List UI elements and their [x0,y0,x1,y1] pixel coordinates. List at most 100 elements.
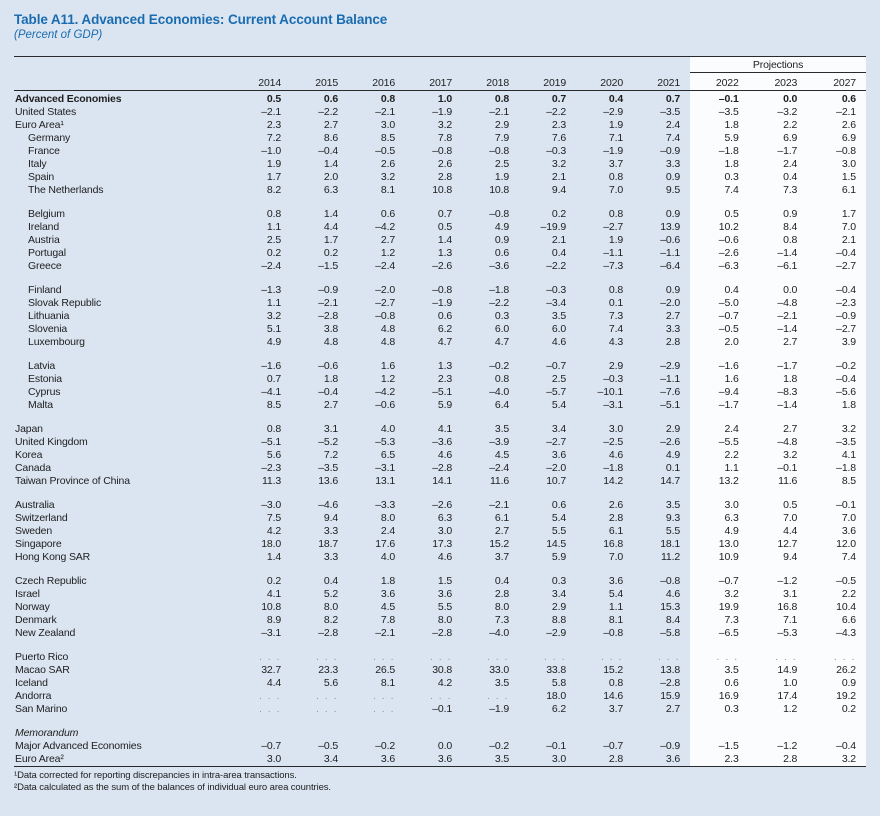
table-row: Italy 1.9 1.4 2.6 2.6 2.5 3.2 3.7 3.3 1.8 2.4 3.0 [14,158,866,171]
cell [576,727,633,740]
cell: –2.3 [807,297,866,310]
cell: 1.6 [690,373,749,386]
row-label: Latvia [28,360,56,372]
cell: 0.7 [266,373,282,385]
cell: 14.7 [660,475,681,487]
cell: –2.2 [546,260,567,272]
row-label: Andorra [15,690,52,702]
cell: –0.8 [660,575,681,587]
cell: 4.5 [494,449,510,461]
row-label: Macao SAR [15,664,70,676]
cell: 2.2 [748,119,808,132]
cell: 2.3 [690,753,749,767]
table-row: San Marino . . . . . . . . . –0.1 –1.9 6.2 3.7 2… [14,703,866,716]
cell: –5.0 [690,297,749,310]
cell: 1.9 [608,119,624,131]
cell: –1.7 [748,360,808,373]
cell: 33.8 [546,664,567,676]
cell: 1.2 [380,247,396,259]
cell: 6.3 [690,512,749,525]
cell: 6.3 [437,512,453,524]
cell: –2.2 [489,297,510,309]
row-label: Austria [28,234,60,246]
cell: –0.9 [660,740,681,752]
cell: 2.5 [494,158,510,170]
cell: 3.5 [551,310,567,322]
cell: 7.0 [807,512,866,525]
cell: –4.0 [489,386,510,398]
cell: 2.5 [551,373,567,385]
cell: 2.1 [807,234,866,247]
cell: 7.2 [323,449,339,461]
cell: –2.2 [546,106,567,118]
cell: –0.1 [690,90,749,106]
cell: 0.8 [494,93,510,105]
cell: 4.4 [323,221,339,233]
cell: –4.2 [375,386,396,398]
table-row: Japan 0.8 3.1 4.0 4.1 3.5 3.4 3.0 2.9 2.4 2.7 3.2 [14,423,866,436]
cell: 18.0 [546,690,567,702]
cell: 4.0 [380,551,396,563]
cell: 8.5 [380,132,396,144]
cell: 2.4 [748,158,808,171]
row-label: Singapore [15,538,62,550]
cell: –5.1 [432,386,453,398]
row-label: New Zealand [15,627,76,639]
row-label: Israel [15,588,40,600]
cell: 3.4 [551,588,567,600]
table-row: Advanced Economies 0.5 0.6 0.8 1.0 0.8 0.7 0.4 0… [14,90,866,106]
cell: 3.0 [690,499,749,512]
cell: –0.2 [489,360,510,372]
cell: 7.3 [608,310,624,322]
cell: –1.8 [690,145,749,158]
table-row: Taiwan Province of China 11.3 13.6 13.1 14.1… [14,475,866,488]
group-spacer-row [14,640,866,651]
cell: 2.7 [323,399,339,411]
cell: 0.3 [494,310,510,322]
cell: –3.9 [489,436,510,448]
cell: 0.5 [690,208,749,221]
cell: 0.6 [551,499,567,511]
cell: –3.1 [375,462,396,474]
header-spacer [14,72,235,91]
cell: 3.0 [234,753,292,767]
cell: 5.9 [437,399,453,411]
cell: 6.9 [807,132,866,145]
cell: 3.2 [266,310,282,322]
cell: 18.7 [318,538,339,550]
spacer-cell [690,640,866,651]
cell: 7.6 [551,132,567,144]
cell: 0.2 [266,575,282,587]
cell: 8.2 [323,614,339,626]
cell: 1.5 [807,171,866,184]
cell: –6.1 [748,260,808,273]
cell: 10.4 [807,601,866,614]
spacer-cell [14,640,234,651]
cell: 9.4 [323,512,339,524]
cell: 0.9 [665,171,681,183]
cell: 13.9 [660,221,681,233]
cell: 19.2 [807,690,866,703]
cell: –4.8 [748,436,808,449]
cell: –0.1 [432,703,453,715]
cell: 4.1 [807,449,866,462]
table-row: Finland –1.3 –0.9 –2.0 –0.8 –1.8 –0.3 0.8 0.9 0.4… [14,284,866,297]
spacer-cell [14,412,234,423]
cell: 4.0 [380,423,396,435]
row-label: Malta [28,399,53,411]
cell: 0.8 [608,171,624,183]
table-row: Denmark 8.9 8.2 7.8 8.0 7.3 8.8 8.1 8.4 7.3 7.1 6.6 [14,614,866,627]
column-header: 2023 [748,72,808,91]
cell: 3.1 [323,423,339,435]
cell: 1.3 [437,247,453,259]
cell: 6.0 [551,323,567,335]
cell: –2.1 [489,106,510,118]
cell: 11.2 [660,551,681,563]
cell: 0.4 [323,575,339,587]
row-label: Iceland [15,677,48,689]
row-label: United Kingdom [15,436,88,448]
cell: –0.4 [318,386,339,398]
cell: 6.1 [608,525,624,537]
cell: 0.8 [266,423,282,435]
table-row: Puerto Rico. . .. . .. . .. . .. . .. . … [14,651,866,664]
